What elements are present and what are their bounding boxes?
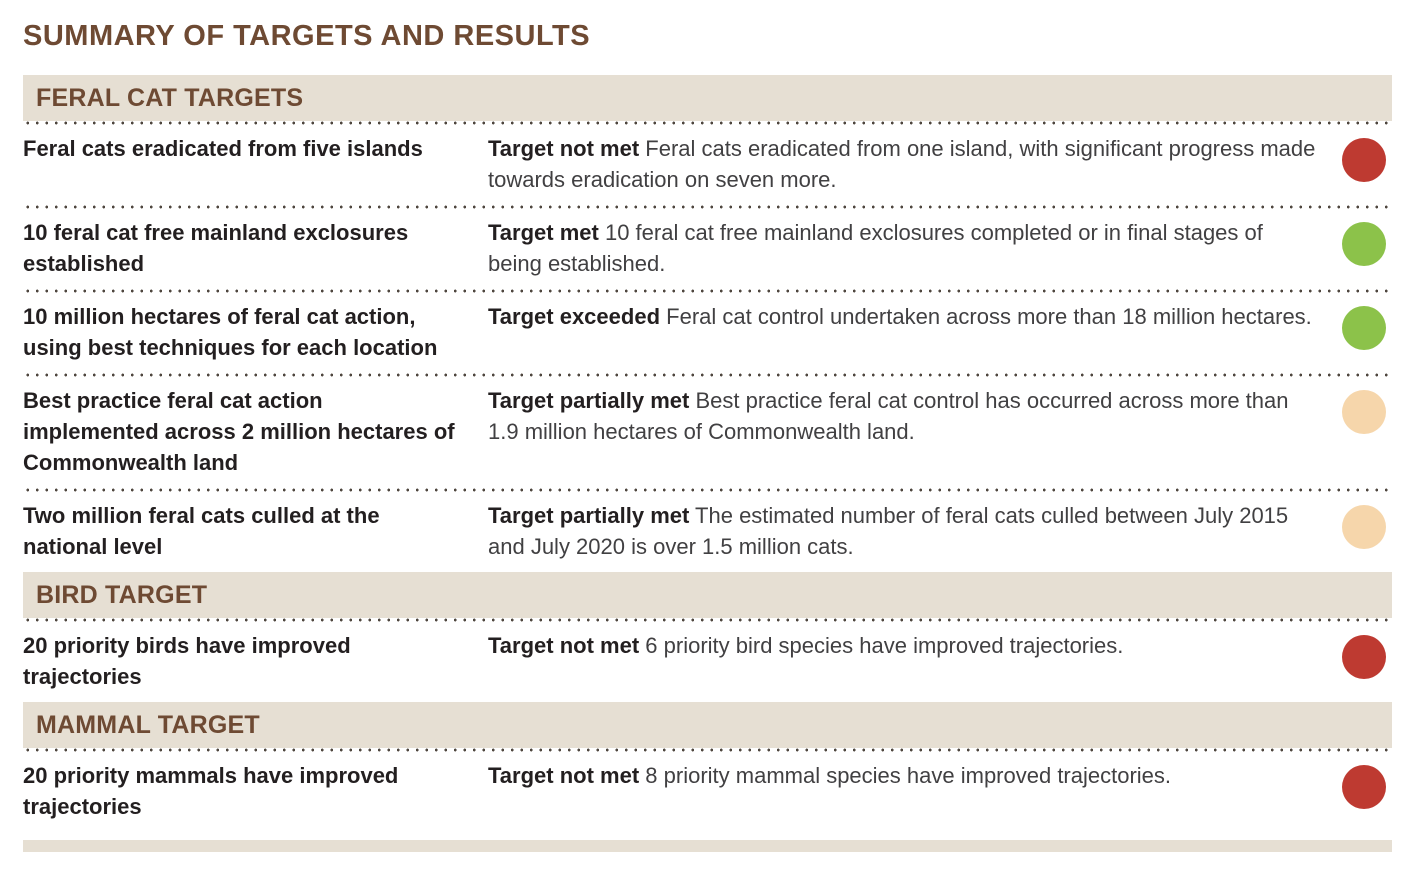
status-label: Target partially met (488, 388, 690, 413)
section-header-title: FERAL CAT TARGETS (36, 83, 304, 112)
table-row: 20 priority mammals have improved trajec… (23, 752, 1392, 832)
status-cell (1342, 133, 1392, 195)
section-bird-target: BIRD TARGET 20 priority birds have impro… (23, 572, 1392, 702)
section-feral-cat-targets: FERAL CAT TARGETS Feral cats eradicated … (23, 75, 1392, 572)
table-row: 10 feral cat free mainland exclosures es… (23, 209, 1392, 289)
dotted-separator (23, 488, 1392, 492)
dotted-separator (23, 121, 1392, 125)
dotted-separator (23, 373, 1392, 377)
result-text: Feral cats eradicated from one island, w… (488, 136, 1316, 192)
target-cell: 10 million hectares of feral cat action,… (23, 304, 438, 360)
status-cell (1342, 760, 1392, 822)
target-cell: Feral cats eradicated from five islands (23, 136, 423, 161)
status-label: Target met (488, 220, 599, 245)
target-cell: Best practice feral cat action implement… (23, 388, 455, 475)
table-row: Two million feral cats culled at the nat… (23, 492, 1392, 572)
section-header-bar: BIRD TARGET (23, 572, 1392, 618)
status-cell (1342, 217, 1392, 279)
status-label: Target not met (488, 136, 640, 161)
status-label: Target exceeded (488, 304, 661, 329)
next-section-bar-partial (23, 840, 1392, 852)
status-dot-icon (1342, 765, 1386, 809)
result-cell: Target exceeded Feral cat control undert… (488, 301, 1318, 363)
status-dot-icon (1342, 505, 1386, 549)
result-cell: Target partially met Best practice feral… (488, 385, 1318, 478)
status-dot-icon (1342, 635, 1386, 679)
status-dot-icon (1342, 390, 1386, 434)
status-cell (1342, 385, 1392, 478)
result-text: 6 priority bird species have improved tr… (645, 633, 1124, 658)
result-text: The estimated number of feral cats culle… (488, 503, 1289, 559)
result-cell: Target not met 6 priority bird species h… (488, 630, 1318, 692)
target-cell: 10 feral cat free mainland exclosures es… (23, 220, 409, 276)
dotted-separator (23, 205, 1392, 209)
section-header-bar: MAMMAL TARGET (23, 702, 1392, 748)
table-row: 20 priority birds have improved trajecto… (23, 622, 1392, 702)
table-row: 10 million hectares of feral cat action,… (23, 293, 1392, 373)
target-cell: Two million feral cats culled at the nat… (23, 503, 380, 559)
result-cell: Target not met Feral cats eradicated fro… (488, 133, 1318, 195)
table-row: Best practice feral cat action implement… (23, 377, 1392, 488)
dotted-separator (23, 618, 1392, 622)
status-dot-icon (1342, 138, 1386, 182)
section-header-title: BIRD TARGET (36, 580, 208, 609)
status-cell (1342, 630, 1392, 692)
result-text: 8 priority mammal species have improved … (645, 763, 1172, 788)
result-cell: Target not met 8 priority mammal species… (488, 760, 1318, 822)
table-row: Feral cats eradicated from five islands … (23, 125, 1392, 205)
status-cell (1342, 500, 1392, 562)
section-mammal-target: MAMMAL TARGET 20 priority mammals have i… (23, 702, 1392, 832)
dotted-separator (23, 289, 1392, 293)
target-cell: 20 priority birds have improved trajecto… (23, 633, 351, 689)
result-text: Feral cat control undertaken across more… (666, 304, 1312, 329)
status-dot-icon (1342, 306, 1386, 350)
status-label: Target partially met (488, 503, 690, 528)
status-label: Target not met (488, 763, 640, 788)
result-text: Best practice feral cat control has occu… (488, 388, 1289, 444)
section-header-title: MAMMAL TARGET (36, 710, 260, 739)
result-text: 10 feral cat free mainland exclosures co… (488, 220, 1263, 276)
result-cell: Target partially met The estimated numbe… (488, 500, 1318, 562)
status-cell (1342, 301, 1392, 363)
status-label: Target not met (488, 633, 640, 658)
status-dot-icon (1342, 222, 1386, 266)
page-title: SUMMARY OF TARGETS AND RESULTS (23, 20, 591, 52)
result-cell: Target met 10 feral cat free mainland ex… (488, 217, 1318, 279)
section-header-bar: FERAL CAT TARGETS (23, 75, 1392, 121)
dotted-separator (23, 748, 1392, 752)
target-cell: 20 priority mammals have improved trajec… (23, 763, 399, 819)
